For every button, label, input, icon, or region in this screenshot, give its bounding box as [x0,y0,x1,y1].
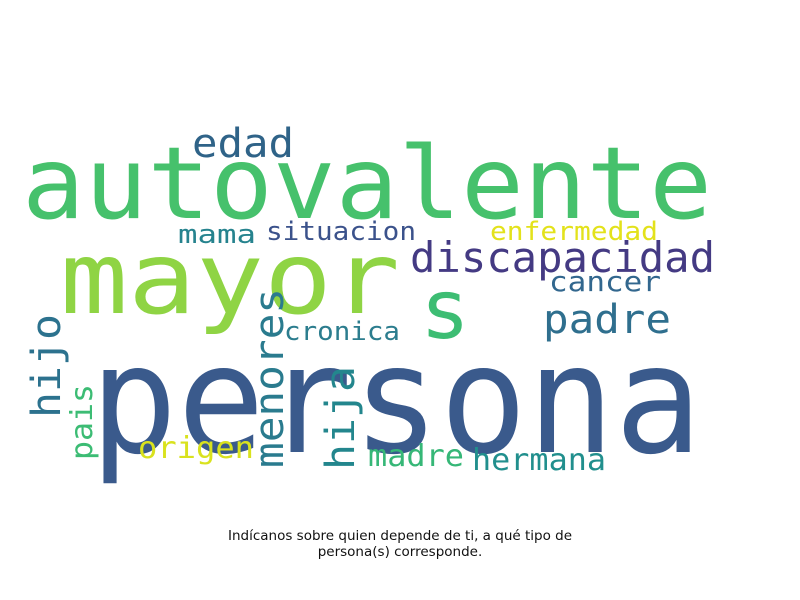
word-mayor: mayor [60,220,400,337]
word-hijo: hijo [24,314,70,418]
word-cancer: cancer [549,265,661,298]
word-autovalente: autovalente [22,125,712,242]
caption-line-2: persona(s) corresponde. [317,544,483,560]
word-cronica: cronica [284,317,400,347]
caption-line-1: Indícanos sobre quien depende de ti, a q… [227,528,573,544]
word-pais: pais [65,384,100,460]
word-origen: origen [138,431,254,466]
word-madre: madre [368,439,464,474]
word-edad: edad [192,121,294,167]
word-hermana: hermana [472,443,606,478]
word-s: s [420,263,470,358]
word-mama: mama [178,220,256,250]
word-persona: persona [90,314,702,488]
word-enfermedad: enfermedad [490,217,658,247]
word-menores: menores [247,288,293,468]
word-discapacidad: discapacidad [410,233,715,282]
word-padre: padre [543,297,671,343]
figure-caption: Indícanos sobre quien depende de ti, a q… [0,528,800,560]
word-hija: hija [318,366,364,470]
word-situacion: situacion [266,217,416,247]
